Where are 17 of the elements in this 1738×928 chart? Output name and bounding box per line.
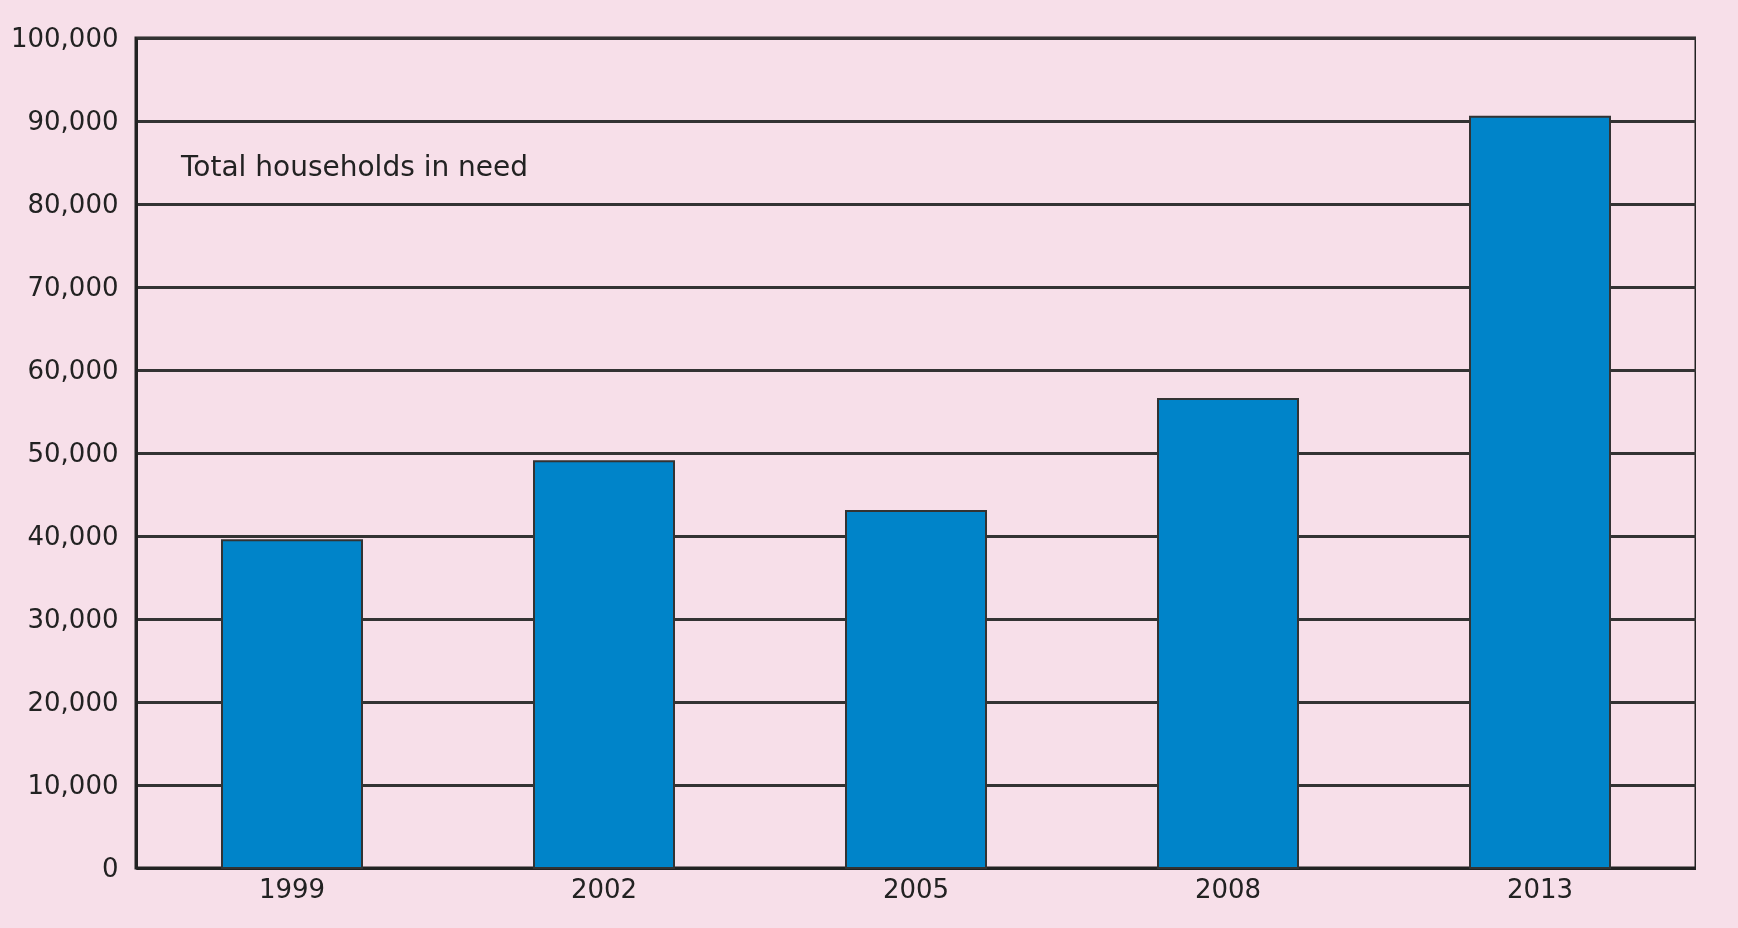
y-tick-label: 20,000	[27, 686, 119, 717]
x-tick-label: 2005	[882, 873, 950, 904]
x-tick-label: 2008	[1194, 873, 1262, 904]
y-tick-label: 30,000	[27, 603, 119, 634]
y-tick-label: 90,000	[27, 105, 119, 136]
annotation: Total households in need	[180, 150, 529, 183]
x-tick-label: 2002	[570, 873, 638, 904]
y-tick-label: 10,000	[27, 769, 119, 800]
y-tick-label: 80,000	[27, 188, 119, 219]
y-tick-label: 60,000	[27, 354, 119, 385]
x-tick-label: 2013	[1506, 873, 1574, 904]
y-tick-label: 100,000	[10, 22, 119, 53]
y-tick-label: 40,000	[27, 520, 119, 551]
y-tick-label: 70,000	[27, 271, 119, 302]
y-tick-label: 0	[101, 852, 119, 883]
y-tick-label: 50,000	[27, 437, 119, 468]
x-tick-label: 1999	[258, 873, 326, 904]
